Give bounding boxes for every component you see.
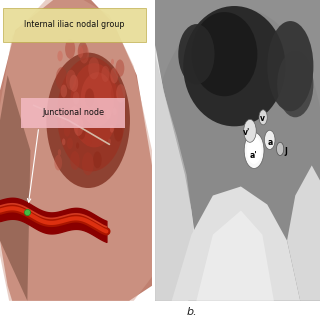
Ellipse shape (267, 21, 313, 111)
Circle shape (116, 60, 124, 77)
Ellipse shape (57, 57, 125, 172)
Circle shape (78, 124, 86, 140)
Circle shape (93, 113, 97, 120)
Circle shape (61, 118, 65, 126)
Polygon shape (155, 54, 195, 301)
Polygon shape (287, 165, 320, 301)
Text: J: J (284, 147, 287, 156)
Circle shape (244, 132, 264, 168)
Text: v': v' (243, 128, 250, 138)
Ellipse shape (70, 63, 119, 148)
Ellipse shape (191, 12, 257, 96)
Text: v: v (260, 114, 265, 123)
Polygon shape (155, 45, 196, 301)
Circle shape (79, 44, 89, 63)
Circle shape (113, 108, 116, 115)
Text: b.: b. (187, 307, 197, 317)
Polygon shape (155, 0, 320, 301)
Polygon shape (196, 211, 274, 301)
Circle shape (56, 67, 67, 90)
Circle shape (60, 84, 67, 98)
Circle shape (73, 92, 79, 104)
Circle shape (111, 59, 114, 65)
Ellipse shape (178, 24, 214, 84)
Circle shape (78, 41, 88, 61)
Circle shape (85, 88, 94, 107)
Circle shape (108, 139, 111, 145)
Text: a: a (268, 138, 273, 147)
Text: a': a' (250, 151, 257, 160)
Circle shape (69, 75, 78, 92)
Circle shape (85, 132, 92, 146)
Ellipse shape (151, 7, 320, 293)
Circle shape (89, 98, 98, 116)
Circle shape (106, 109, 111, 119)
Circle shape (111, 84, 120, 102)
Text: Internal iliac nodal group: Internal iliac nodal group (24, 20, 125, 29)
Polygon shape (0, 75, 30, 301)
Circle shape (57, 51, 63, 61)
Circle shape (74, 117, 84, 136)
Circle shape (264, 130, 275, 149)
Circle shape (77, 46, 83, 58)
Circle shape (69, 106, 79, 126)
Circle shape (110, 125, 114, 133)
Polygon shape (0, 0, 152, 301)
Circle shape (54, 155, 62, 171)
Circle shape (116, 84, 125, 103)
Circle shape (65, 39, 75, 59)
Ellipse shape (46, 52, 130, 188)
Circle shape (70, 151, 80, 170)
Ellipse shape (183, 6, 285, 126)
Circle shape (96, 108, 100, 116)
Circle shape (82, 152, 94, 175)
Polygon shape (0, 0, 152, 301)
FancyBboxPatch shape (21, 98, 125, 128)
Circle shape (110, 68, 118, 84)
Circle shape (244, 119, 256, 142)
Circle shape (101, 66, 109, 82)
Circle shape (76, 142, 79, 149)
Circle shape (93, 151, 102, 168)
Ellipse shape (277, 51, 313, 117)
Circle shape (88, 57, 100, 79)
Circle shape (247, 137, 261, 164)
Circle shape (58, 149, 61, 156)
Circle shape (62, 139, 65, 145)
Ellipse shape (81, 72, 114, 126)
Circle shape (64, 124, 70, 137)
Circle shape (276, 142, 284, 156)
FancyBboxPatch shape (3, 7, 146, 42)
Text: Junctional node: Junctional node (42, 108, 104, 117)
Circle shape (259, 110, 267, 125)
Polygon shape (172, 187, 300, 301)
Circle shape (114, 124, 123, 141)
Circle shape (67, 138, 73, 149)
Circle shape (66, 70, 76, 90)
